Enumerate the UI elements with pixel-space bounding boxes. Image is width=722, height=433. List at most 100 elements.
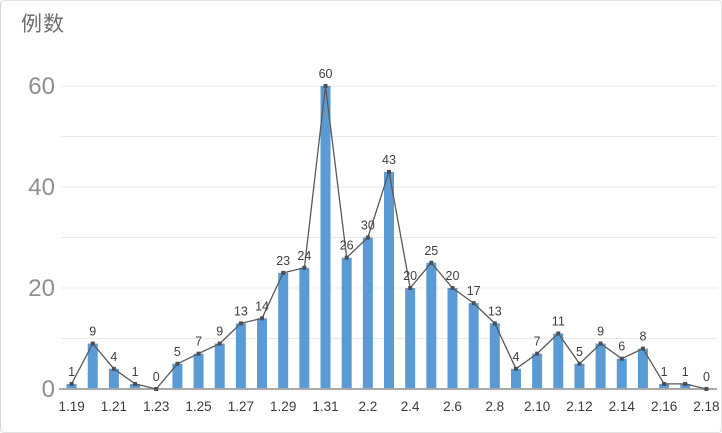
- x-tick-label: 2.16: [651, 399, 677, 414]
- data-label: 25: [424, 244, 438, 258]
- y-tick-label: 20: [28, 275, 55, 302]
- bar-1.30: [299, 267, 310, 389]
- bar-2.7: [468, 303, 479, 389]
- data-point-marker: [111, 366, 116, 371]
- x-tick-label: 2.4: [401, 399, 420, 414]
- data-label: 43: [382, 153, 396, 167]
- data-point-marker: [281, 270, 286, 275]
- bar-2.13: [595, 343, 606, 389]
- y-tick-label: 0: [42, 376, 55, 403]
- data-point-marker: [429, 260, 434, 265]
- x-tick-label: 1.21: [101, 399, 127, 414]
- data-point-marker: [323, 84, 328, 88]
- bar-2.16: [659, 383, 670, 389]
- bar-1.28: [257, 318, 268, 389]
- x-tick-label: 2.8: [485, 399, 504, 414]
- bar-1.22: [130, 383, 141, 389]
- data-point-marker: [408, 286, 413, 290]
- data-point-marker: [535, 351, 540, 356]
- data-point-marker: [619, 356, 624, 361]
- chart-title: 例数: [21, 13, 65, 36]
- bar-2.17: [680, 383, 691, 389]
- data-label: 7: [534, 335, 541, 349]
- data-point-marker: [683, 381, 688, 386]
- data-label: 8: [639, 330, 646, 344]
- data-label: 9: [89, 325, 96, 339]
- data-label: 9: [216, 325, 223, 339]
- bar-2.8: [489, 323, 500, 389]
- data-label: 20: [446, 269, 460, 283]
- bar-2.15: [637, 348, 648, 389]
- x-tick-label: 2.6: [443, 399, 462, 414]
- data-point-marker: [387, 169, 391, 174]
- data-point-marker: [217, 341, 222, 346]
- x-tick-label: 1.29: [270, 399, 296, 414]
- data-label: 1: [682, 365, 689, 379]
- x-tick-label: 1.31: [312, 399, 338, 414]
- x-tick-label: 1.27: [228, 399, 254, 414]
- data-label: 4: [512, 350, 519, 364]
- data-point-marker: [302, 265, 307, 270]
- bar-1.20: [87, 343, 98, 389]
- data-label: 13: [488, 304, 502, 318]
- bar-2.12: [574, 363, 585, 389]
- bar-1.19: [66, 383, 77, 389]
- data-point-marker: [344, 255, 349, 260]
- data-point-marker: [471, 301, 476, 306]
- bar-1.31: [320, 86, 331, 389]
- data-label: 24: [297, 249, 311, 263]
- x-tick-label: 2.14: [609, 399, 636, 414]
- bar-2.6: [447, 288, 458, 389]
- data-label: 17: [467, 284, 481, 298]
- data-point-marker: [704, 387, 709, 391]
- bar-1.29: [278, 272, 289, 389]
- data-label: 11: [552, 314, 565, 328]
- bar-1.26: [214, 343, 225, 389]
- data-label: 0: [153, 370, 160, 384]
- data-point-marker: [598, 341, 603, 346]
- data-label: 5: [174, 345, 181, 359]
- x-tick-label: 2.10: [524, 399, 550, 414]
- bar-1.24: [172, 363, 183, 389]
- data-point-marker: [69, 381, 74, 386]
- bar-1.27: [235, 323, 246, 389]
- data-point-marker: [90, 341, 95, 346]
- data-label: 1: [68, 365, 75, 379]
- bar-2.2: [362, 237, 373, 389]
- data-label: 0: [703, 370, 710, 384]
- data-label: 20: [403, 269, 417, 283]
- data-point-marker: [154, 387, 159, 391]
- data-point-marker: [513, 366, 518, 371]
- bar-2.9: [510, 368, 521, 389]
- x-tick-label: 1.25: [185, 399, 211, 414]
- x-tick-label: 2.12: [566, 399, 592, 414]
- data-label: 1: [661, 365, 668, 379]
- y-tick-label: 40: [28, 174, 55, 201]
- data-point-marker: [450, 286, 455, 290]
- data-point-marker: [492, 321, 497, 326]
- bar-2.1: [341, 257, 352, 389]
- data-point-marker: [556, 331, 561, 336]
- bar-2.4: [405, 288, 416, 389]
- y-tick-label: 60: [28, 73, 55, 100]
- data-point-marker: [577, 361, 582, 366]
- data-label: 23: [276, 254, 290, 268]
- x-tick-label: 2.18: [693, 399, 719, 414]
- x-tick-label: 2.2: [358, 399, 377, 414]
- data-label: 30: [361, 219, 375, 233]
- bar-2.3: [384, 171, 394, 389]
- data-label: 26: [340, 239, 354, 253]
- data-point-marker: [133, 381, 138, 386]
- data-label: 60: [319, 67, 333, 81]
- data-point-marker: [260, 316, 265, 321]
- bar-2.11: [553, 333, 564, 389]
- data-point-marker: [238, 321, 243, 326]
- bar-2.14: [616, 358, 627, 389]
- data-label: 7: [195, 335, 202, 349]
- x-tick-label: 1.23: [143, 399, 169, 414]
- data-label: 1: [132, 365, 139, 379]
- data-label: 6: [618, 340, 625, 354]
- data-label: 9: [597, 325, 604, 339]
